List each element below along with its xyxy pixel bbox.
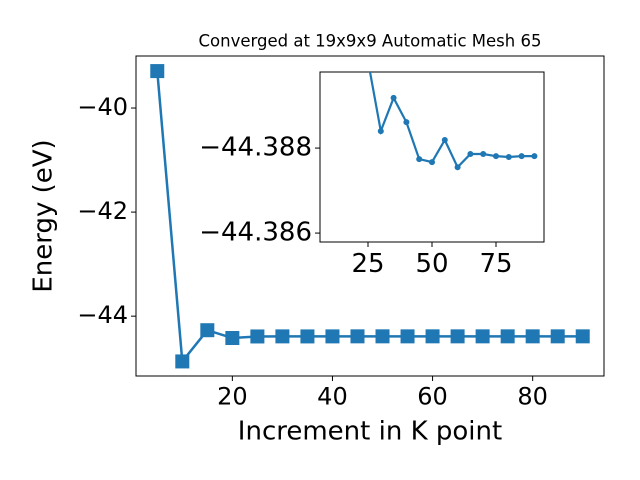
data-marker	[429, 159, 435, 166]
data-marker	[150, 64, 165, 79]
data-marker	[416, 156, 423, 163]
data-marker	[175, 354, 190, 369]
data-marker	[350, 329, 365, 344]
data-marker	[441, 137, 448, 143]
x-axis-label: Increment in K point	[238, 417, 502, 447]
y-tick-label: −40	[77, 93, 128, 121]
x-tick-label: 60	[417, 382, 448, 410]
y-tick-label: −44.386	[199, 218, 312, 248]
y-axis-label: Energy (eV)	[29, 139, 59, 292]
data-marker	[575, 329, 590, 344]
data-marker	[425, 329, 440, 344]
data-marker	[454, 164, 461, 171]
plot-content	[150, 64, 590, 369]
data-marker	[493, 153, 499, 160]
data-marker	[480, 151, 487, 158]
data-marker	[450, 329, 465, 344]
y-tick-label: −44.388	[199, 133, 312, 163]
data-marker	[400, 329, 415, 344]
data-marker	[518, 153, 525, 160]
data-marker	[467, 151, 474, 158]
data-marker	[531, 153, 538, 160]
data-marker	[475, 329, 490, 344]
data-marker	[275, 329, 290, 344]
data-marker	[325, 329, 340, 344]
data-marker	[377, 128, 384, 135]
plot-content	[368, 72, 538, 171]
y-tick-label: −42	[77, 197, 128, 225]
x-tick-label: 20	[217, 382, 248, 410]
x-tick-label: 40	[317, 382, 348, 410]
data-marker	[550, 329, 565, 344]
x-tick-label: 80	[517, 382, 548, 410]
data-marker	[505, 154, 512, 160]
data-marker	[225, 331, 240, 346]
x-tick-label: 75	[479, 249, 512, 279]
x-tick-label: 50	[415, 249, 448, 279]
data-marker	[200, 323, 215, 338]
data-marker	[390, 94, 397, 101]
chart-title: Converged at 19x9x9 Automatic Mesh 65	[199, 32, 542, 51]
data-marker	[525, 329, 540, 344]
data-marker	[403, 119, 410, 126]
data-marker	[250, 329, 265, 344]
x-tick-label: 25	[351, 249, 384, 279]
data-marker	[300, 329, 315, 344]
data-marker	[500, 329, 515, 344]
data-marker	[375, 329, 390, 344]
y-tick-label: −44	[77, 301, 128, 329]
